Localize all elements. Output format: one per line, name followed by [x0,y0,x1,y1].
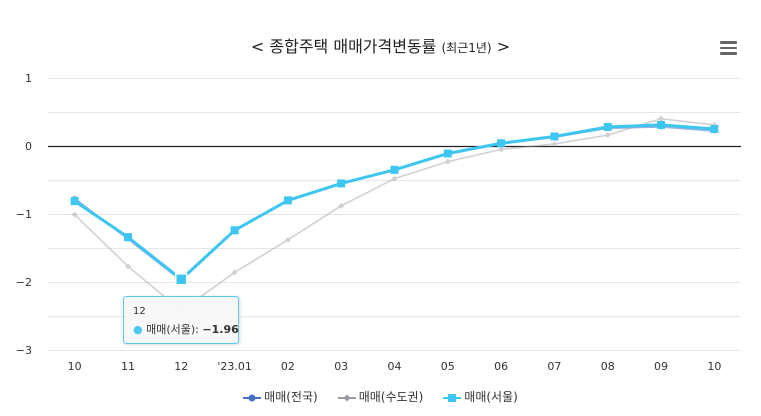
data-point [391,175,398,182]
series-line [73,123,716,281]
x-tick-label: 03 [334,360,348,373]
data-point [603,122,612,131]
tooltip-body: ● 매매(서울): −1.96 [133,321,239,337]
hovered-point [175,273,188,286]
legend-marker [248,394,256,401]
x-tick-label: 02 [281,360,295,373]
y-tick-label: −2 [16,276,32,289]
data-point [604,132,611,139]
legend-square-icon [443,393,462,402]
legend-label: 매매(전국) [264,390,318,404]
chart-title: < 종합주택 매매가격변동률 (최근1년) > [0,33,761,57]
x-tick-label: 05 [441,360,455,373]
data-point [230,226,239,235]
series-circle [72,124,717,284]
x-tick-label: 11 [121,360,135,373]
data-point [710,125,719,133]
gridlines [48,78,741,351]
data-point [658,115,665,122]
data-point [338,202,345,209]
legend-item[interactable]: 매매(서울) [443,388,518,405]
legend-marker [343,394,351,401]
y-tick-label: 0 [25,140,32,153]
y-tick-label: −3 [16,344,32,357]
series-group [70,115,719,314]
data-point [390,165,399,174]
legend-item[interactable]: 매매(수도권) [337,388,424,405]
tooltip-value: −1.96 [202,323,239,336]
menu-bar [720,52,737,55]
x-tick-label: 08 [601,360,615,373]
chart-menu-icon[interactable] [720,41,737,55]
menu-bar [720,41,737,44]
legend-label: 매매(서울) [464,390,518,404]
legend-item[interactable]: 매매(전국) [243,388,318,405]
x-tick-label: 12 [174,360,188,373]
x-tick-label: 06 [494,360,508,373]
series-square [70,120,719,284]
data-point [123,233,132,242]
data-point [124,263,131,270]
data-point [284,236,291,243]
data-point [657,120,666,129]
data-point [498,146,505,153]
legend-diamond-icon [337,394,356,401]
tooltip-label: 매매(서울): [146,323,199,336]
menu-bar [720,46,737,49]
chart-title-sub: (최근1년) [441,41,492,55]
data-point [551,140,558,147]
legend-label: 매매(수도권) [358,390,424,404]
x-tick-label: 09 [654,360,668,373]
tooltip: 12 ● 매매(서울): −1.96 [123,296,239,344]
chart-title-main: < 종합주택 매매가격변동률 [250,37,437,56]
y-axis: 1 0 −1 −2 −3 [16,72,32,357]
legend: 매매(전국) 매매(수도권) 매매(서울) [0,388,761,405]
x-tick-label: 10 [707,360,721,373]
data-point [443,149,452,158]
data-point [550,132,559,141]
y-tick-label: −1 [16,208,32,221]
tooltip-category: 12 [133,306,146,317]
y-tick-label: 1 [25,72,32,85]
data-point [283,196,292,205]
x-tick-label: 07 [547,360,561,373]
series-line [73,126,716,282]
data-point [70,197,79,206]
data-point [71,211,78,218]
data-point [337,179,346,188]
data-point [444,158,451,165]
x-tick-label: 04 [388,360,402,373]
x-tick-label: 10 [68,360,82,373]
x-axis: 10 11 12 '23.01 02 03 04 05 06 07 08 09 10 [68,360,722,373]
legend-marker [448,393,457,402]
data-point [497,139,506,148]
tooltip-dot-icon: ● [133,323,143,336]
data-point [231,269,238,276]
chart-title-end: > [496,37,511,56]
legend-circle-icon [243,394,262,401]
x-tick-label: '23.01 [217,360,252,373]
